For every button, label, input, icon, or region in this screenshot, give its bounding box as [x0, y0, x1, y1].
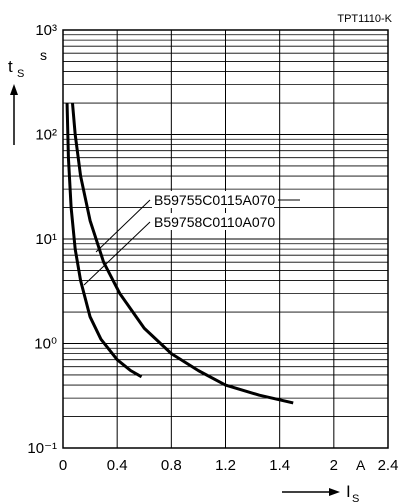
curve [65, 103, 143, 379]
y-label: t [8, 57, 13, 76]
y-tick-label: 10³ [35, 22, 57, 39]
y-label-sub: S [17, 68, 24, 80]
x-label-sub: S [352, 493, 359, 504]
x-tick-label: 2.4 [378, 457, 399, 474]
x-tick-label: 2 [330, 457, 338, 474]
x-tick-label: 1.2 [215, 457, 236, 474]
y-unit: s [40, 47, 47, 63]
x-label: I [346, 482, 351, 501]
x-arrowhead [329, 488, 340, 496]
curve [70, 102, 294, 405]
x-tick-label: 0 [59, 457, 67, 474]
y-tick-label: 10⁻¹ [27, 440, 57, 457]
x-tick-label: 0.4 [107, 457, 128, 474]
leader-line [95, 199, 151, 253]
y-arrowhead [10, 84, 18, 95]
x-unit: A [356, 457, 366, 473]
y-tick-label: 10⁰ [34, 336, 57, 353]
leader-line [83, 221, 151, 286]
chart-code: TPT1110-K [337, 13, 392, 25]
legend-bg [152, 191, 274, 208]
y-tick-label: 10² [35, 127, 57, 144]
legend-label: B59755C0115A070 [154, 192, 275, 208]
legend-bg [152, 213, 274, 230]
x-tick-label: 1.4 [269, 457, 290, 474]
y-tick-label: 10¹ [35, 231, 57, 248]
plot-frame [62, 29, 389, 449]
x-tick-label: 0.8 [161, 457, 182, 474]
legend-label: B59758C0110A070 [154, 214, 275, 230]
